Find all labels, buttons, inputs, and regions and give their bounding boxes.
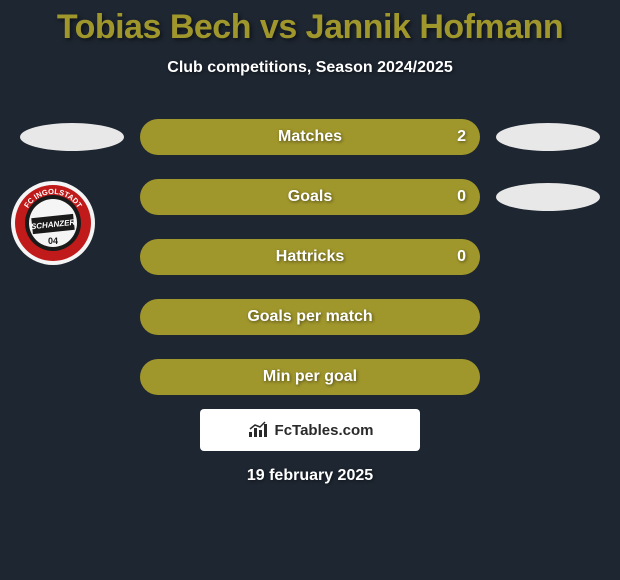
stat-row: Min per goal	[20, 359, 600, 395]
stat-bar: Min per goal	[140, 359, 480, 395]
left-ellipse-icon	[20, 123, 124, 151]
stat-row: Hattricks 0	[20, 239, 600, 275]
stat-label: Goals per match	[247, 308, 372, 326]
stat-bar: Goals 0	[140, 179, 480, 215]
stat-label: Min per goal	[263, 368, 357, 386]
stat-bar: Hattricks 0	[140, 239, 480, 275]
attribution-badge: FcTables.com	[200, 409, 420, 451]
title-text: Tobias Bech vs Jannik Hofmann	[57, 8, 563, 46]
stat-label: Matches	[278, 128, 342, 146]
svg-text:04: 04	[48, 236, 58, 246]
stat-row: Goals per match	[20, 299, 600, 335]
date-text: 19 february 2025	[0, 467, 620, 485]
stat-value: 0	[457, 248, 466, 266]
club-badge-icon: FC INGOLSTADT SCHANZER 04	[10, 180, 96, 266]
stat-bar: Goals per match	[140, 299, 480, 335]
stat-row: Goals 0	[20, 179, 600, 215]
page-subtitle: Club competitions, Season 2024/2025	[0, 59, 620, 77]
stat-value: 2	[457, 128, 466, 146]
right-ellipse-icon	[496, 123, 600, 151]
stat-value: 0	[457, 188, 466, 206]
stat-label: Hattricks	[276, 248, 344, 266]
attribution-text: FcTables.com	[275, 422, 374, 439]
chart-icon	[247, 421, 269, 439]
stat-bar: Matches 2	[140, 119, 480, 155]
stat-label: Goals	[288, 188, 332, 206]
stat-row: Matches 2	[20, 119, 600, 155]
page-title: Tobias Bech vs Jannik Hofmann	[0, 0, 620, 47]
right-ellipse-icon	[496, 183, 600, 211]
